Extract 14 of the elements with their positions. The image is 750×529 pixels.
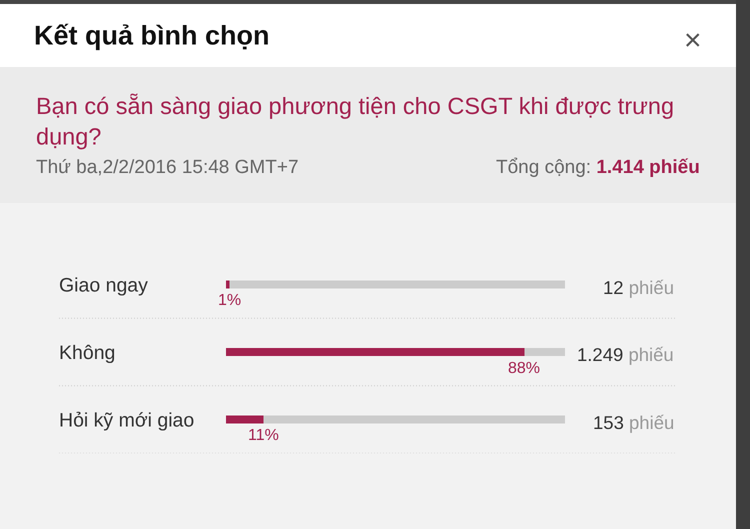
text: 1.249 phiếu	[577, 344, 674, 365]
y-tick-label: Giao ngay	[59, 274, 148, 296]
data-label: 88%	[508, 360, 540, 377]
y-tick-label: Không	[59, 342, 116, 364]
text: Tổng cộng: 1.414 phiếu	[496, 157, 700, 178]
text: Thứ ba,2/2/2016 15:48 GMT+7	[36, 157, 299, 178]
chart-title: Kết quả bình chọn	[34, 20, 270, 50]
text: 153 phiếu	[593, 412, 674, 433]
data-label: 11%	[248, 427, 279, 444]
data-label: 1%	[218, 292, 242, 309]
chart-subtitle: Bạn có sẵn sàng giao phương tiện cho CSGT khi được trưng dụng?	[36, 93, 674, 150]
y-tick-label: Hỏi kỹ mới giao	[59, 409, 194, 432]
text: 12 phiếu	[603, 277, 674, 298]
text: ×	[684, 24, 702, 57]
